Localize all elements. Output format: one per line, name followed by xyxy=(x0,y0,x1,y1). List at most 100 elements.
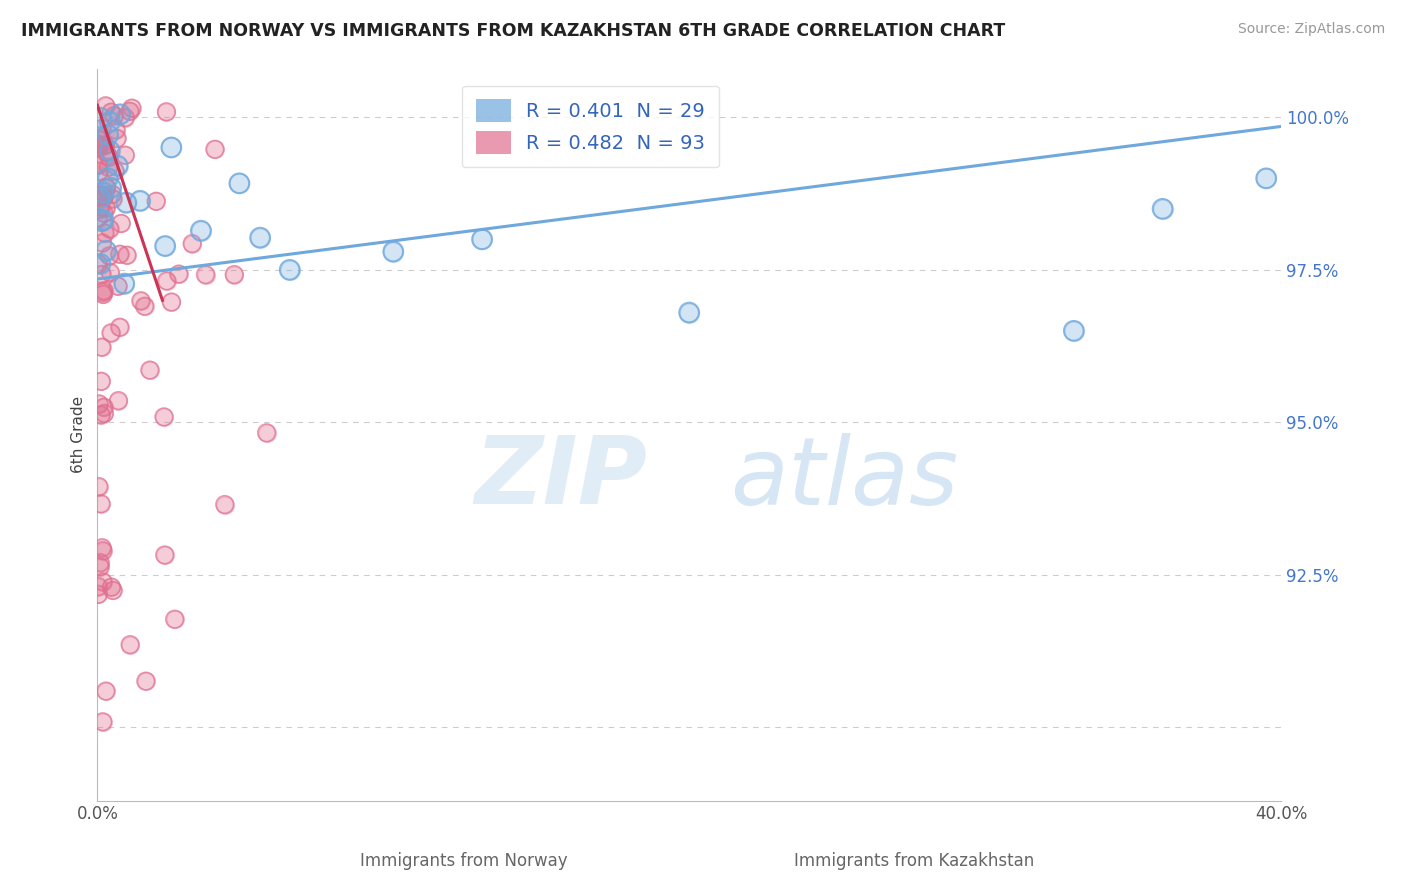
Point xyxy=(167,267,190,281)
Point xyxy=(93,138,115,153)
Point xyxy=(115,248,138,262)
Point xyxy=(87,587,110,601)
Point xyxy=(87,157,110,171)
Point xyxy=(190,224,212,238)
Point xyxy=(87,137,110,152)
Point xyxy=(145,194,167,209)
Point xyxy=(153,409,176,424)
Point xyxy=(89,556,111,570)
Y-axis label: 6th Grade: 6th Grade xyxy=(72,396,86,473)
Point xyxy=(90,374,112,388)
Point xyxy=(101,187,124,202)
Point xyxy=(93,206,115,220)
Point xyxy=(256,425,278,440)
Point xyxy=(1152,202,1174,216)
Point xyxy=(90,121,112,136)
Point xyxy=(89,559,111,574)
Point xyxy=(129,293,152,308)
Point xyxy=(97,171,120,186)
Point xyxy=(89,188,111,202)
Point xyxy=(91,541,114,555)
Point xyxy=(678,305,700,319)
Point xyxy=(94,226,117,240)
Point xyxy=(101,187,124,202)
Point xyxy=(93,206,115,220)
Point xyxy=(90,214,112,228)
Point xyxy=(153,409,176,424)
Point xyxy=(94,138,117,153)
Point xyxy=(94,138,117,153)
Point xyxy=(249,230,271,244)
Point xyxy=(90,340,112,354)
Point xyxy=(1256,171,1278,186)
Point xyxy=(471,232,494,246)
Point xyxy=(181,236,204,251)
Point xyxy=(94,244,117,258)
Point xyxy=(118,104,141,119)
Point xyxy=(96,180,118,194)
Point xyxy=(87,587,110,601)
Point xyxy=(91,186,114,200)
Point xyxy=(93,189,115,203)
Point xyxy=(87,141,110,155)
Point xyxy=(107,159,129,173)
Point xyxy=(87,257,110,271)
Point xyxy=(100,326,122,340)
Point xyxy=(90,408,112,422)
Text: IMMIGRANTS FROM NORWAY VS IMMIGRANTS FROM KAZAKHSTAN 6TH GRADE CORRELATION CHART: IMMIGRANTS FROM NORWAY VS IMMIGRANTS FRO… xyxy=(21,22,1005,40)
Point xyxy=(87,139,110,153)
Point xyxy=(90,374,112,388)
Point xyxy=(115,248,138,262)
Point xyxy=(103,109,125,123)
Point xyxy=(98,144,121,158)
Point xyxy=(139,363,162,377)
Point xyxy=(93,407,115,421)
Point xyxy=(134,299,156,313)
Point xyxy=(89,111,111,125)
Point xyxy=(103,109,125,123)
Point xyxy=(98,265,121,279)
Point xyxy=(90,408,112,422)
Point xyxy=(120,638,142,652)
Point xyxy=(224,268,246,282)
Point xyxy=(93,213,115,227)
Point xyxy=(155,104,177,119)
Point xyxy=(153,548,176,562)
Point xyxy=(90,497,112,511)
Point xyxy=(87,479,110,493)
Point xyxy=(120,638,142,652)
Point xyxy=(93,138,115,153)
Point xyxy=(87,580,110,594)
Point xyxy=(104,122,127,136)
Point xyxy=(139,363,162,377)
Point xyxy=(89,164,111,178)
Point xyxy=(107,393,129,408)
Point xyxy=(91,186,114,200)
Legend: R = 0.401  N = 29, R = 0.482  N = 93: R = 0.401 N = 29, R = 0.482 N = 93 xyxy=(463,86,718,168)
Point xyxy=(115,195,138,210)
Point xyxy=(91,235,114,250)
Point xyxy=(93,401,115,415)
Point xyxy=(87,580,110,594)
Point xyxy=(91,543,114,558)
Point xyxy=(1063,324,1085,338)
Point xyxy=(89,164,111,178)
Point xyxy=(100,105,122,120)
Point xyxy=(91,714,114,729)
Point xyxy=(89,202,111,217)
Point xyxy=(89,111,111,125)
Point xyxy=(110,217,132,231)
Point xyxy=(87,139,110,153)
Point xyxy=(87,157,110,171)
Point xyxy=(105,131,128,145)
Point xyxy=(93,188,115,202)
Point xyxy=(153,239,176,253)
Point xyxy=(91,574,114,589)
Point xyxy=(90,121,112,136)
Text: Source: ZipAtlas.com: Source: ZipAtlas.com xyxy=(1237,22,1385,37)
Point xyxy=(93,284,115,298)
Point xyxy=(87,133,110,147)
Point xyxy=(87,211,110,225)
Point xyxy=(101,583,124,598)
Point xyxy=(93,189,115,203)
